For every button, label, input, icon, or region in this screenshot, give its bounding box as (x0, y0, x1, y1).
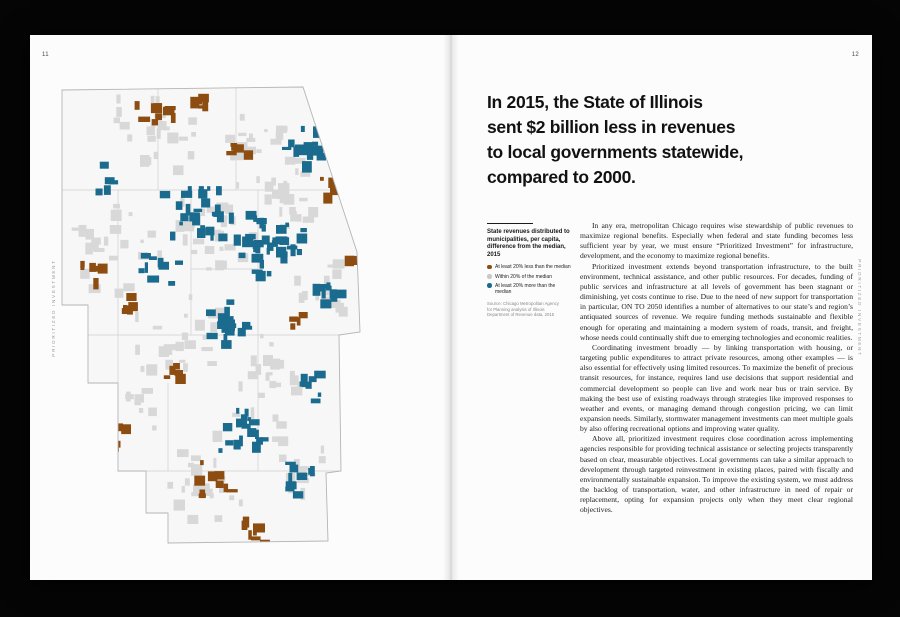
legend-item-label: At least 20% more than the median (495, 282, 556, 295)
headline-line: sent $2 billion less in revenues (487, 117, 736, 137)
body-text: In any era, metropolitan Chicago require… (580, 221, 853, 516)
headline-line: compared to 2000. (487, 167, 636, 187)
body-paragraph: In any era, metropolitan Chicago require… (580, 221, 853, 261)
legend-swatch-icon (487, 274, 492, 279)
region-outline (61, 86, 361, 544)
body-paragraph: Above all, prioritized investment requir… (580, 434, 853, 515)
page-right: 12 PRIORITIZED INVESTMENT In 2015, the S… (451, 35, 872, 580)
legend-item-label: Within 20% of the median (495, 273, 552, 280)
headline-line: to local governments statewide, (487, 142, 744, 162)
page-number-right: 12 (851, 52, 859, 58)
body-paragraph: Prioritized investment extends beyond tr… (580, 261, 853, 342)
headline-line: In 2015, the State of Illinois (487, 92, 703, 112)
headline: In 2015, the State of Illinois sent $2 b… (487, 90, 827, 190)
legend-item: At least 20% more than the median (487, 283, 571, 295)
legend-source-note: Source: Chicago Metropolitan Agency for … (487, 301, 559, 318)
magazine-spread: 11 PRIORITIZED INVESTMENT (30, 35, 872, 580)
side-label-left: PRIORITIZED INVESTMENT (51, 258, 56, 357)
map-cells (71, 93, 360, 543)
body-paragraph: Coordinating investment broadly — by lin… (580, 342, 853, 434)
legend-swatch-icon (487, 264, 492, 270)
page-left: 11 PRIORITIZED INVESTMENT (30, 35, 451, 580)
region-map (61, 86, 361, 544)
legend-title: State revenues distributed to municipali… (487, 229, 570, 258)
legend-item: At least 20% less than the median (487, 264, 571, 270)
side-label-right: PRIORITIZED INVESTMENT (857, 258, 862, 357)
page-number-left: 11 (42, 52, 49, 58)
legend-item-label: At least 20% less than the median (495, 264, 571, 271)
legend-rule (487, 223, 533, 224)
legend-swatch-icon (487, 283, 492, 288)
map-legend: State revenues distributed to municipali… (487, 223, 571, 318)
legend-item: Within 20% of the median (487, 274, 571, 280)
legend-items: At least 20% less than the median Within… (487, 264, 571, 295)
